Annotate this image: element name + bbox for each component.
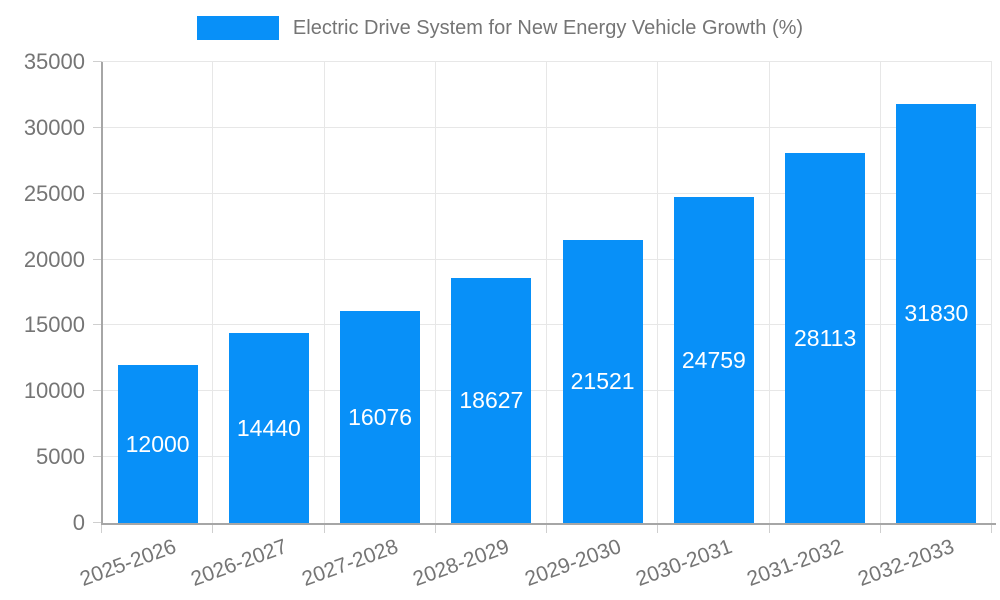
x-tick-mark [434,525,436,533]
bar-value-label: 21521 [570,368,635,395]
bar[interactable] [117,364,198,523]
x-axis-line [101,523,996,525]
bar-value-label: 14440 [236,414,301,441]
y-tick-mark [93,390,102,392]
bar[interactable] [673,196,754,523]
h-gridline [102,61,992,62]
y-axis-tick-label: 30000 [23,114,85,140]
h-gridline [102,258,992,260]
y-axis-tick-label: 25000 [23,180,85,206]
y-axis-tick-label: 0 [72,510,85,535]
y-axis-tick-label: 35000 [23,49,85,74]
legend: Electric Drive System for New Energy Veh… [0,16,1000,40]
bar[interactable] [785,152,866,523]
x-tick-mark [323,525,325,533]
v-gridline [657,62,659,523]
legend-label: Electric Drive System for New Energy Veh… [292,16,804,39]
y-axis-tick-label: 5000 [36,444,85,470]
h-gridline [102,324,992,326]
x-tick-mark [768,525,770,533]
y-tick-mark [93,258,102,260]
bar[interactable] [340,311,421,523]
bar[interactable] [562,239,643,523]
y-axis-tick-label: 15000 [23,312,85,338]
y-tick-mark [93,456,102,458]
x-tick-mark [546,525,547,533]
y-tick-mark [93,192,102,194]
y-axis-tick-label: 20000 [23,246,85,272]
bar[interactable] [228,332,309,523]
h-gridline [102,126,992,128]
v-gridline [991,62,992,523]
h-gridline [102,456,992,458]
v-gridline [768,62,770,523]
y-tick-mark [93,61,102,62]
x-tick-mark [657,525,659,533]
v-gridline [546,62,547,523]
y-tick-mark [93,324,102,326]
legend-item[interactable]: Electric Drive System for New Energy Veh… [196,16,804,40]
x-tick-mark [991,525,992,533]
y-tick-mark [93,126,102,128]
bar-value-label: 18627 [459,387,524,414]
bar[interactable] [896,103,977,523]
bar-value-label: 24759 [681,346,746,373]
y-axis-tick-label: 10000 [23,378,85,404]
y-axis-line [101,62,103,523]
v-gridline [323,62,325,523]
bar-value-label: 31830 [904,300,969,327]
v-gridline [434,62,436,523]
bar-value-label: 16076 [348,404,413,431]
x-tick-mark [212,525,214,533]
h-gridline [102,192,992,194]
legend-swatch [196,16,279,40]
h-gridline [102,390,992,392]
x-tick-mark [101,525,102,533]
bar-value-label: 28113 [793,324,857,351]
v-gridline [879,62,881,523]
v-gridline [212,62,214,523]
y-tick-mark [93,522,102,523]
bar[interactable] [451,277,532,523]
x-tick-mark [879,525,881,533]
bar-value-label: 12000 [125,430,190,457]
